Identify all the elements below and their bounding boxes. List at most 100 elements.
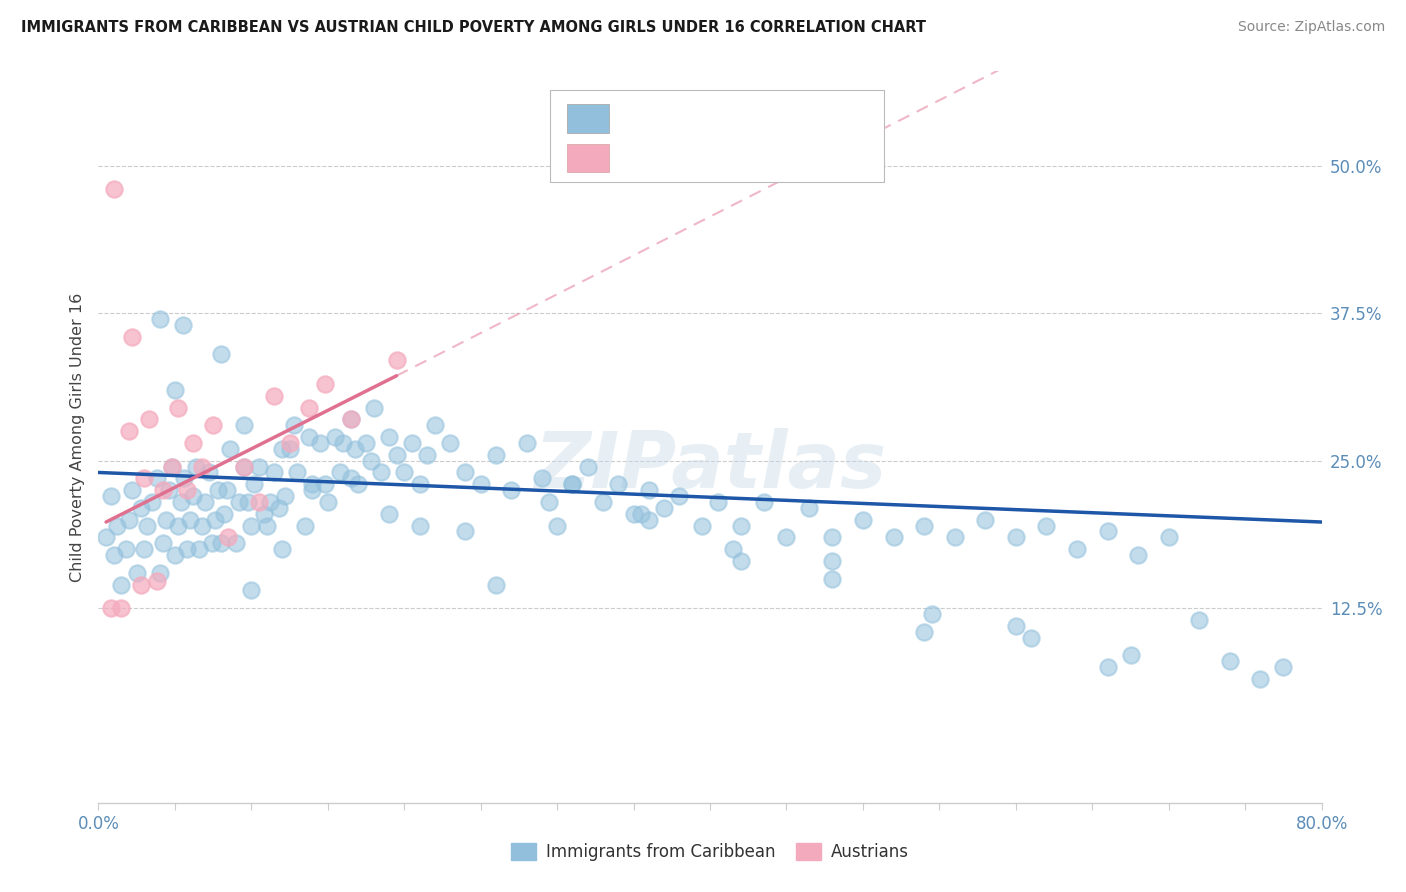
Legend: Immigrants from Caribbean, Austrians: Immigrants from Caribbean, Austrians [505,836,915,868]
Point [217,530,239,544]
Point [301,483,323,498]
Point [298,430,321,444]
Point [392,466,416,480]
Point [1128,548,1150,562]
Point [347,477,370,491]
Point [370,466,392,480]
Point [485,577,508,591]
Point [176,542,198,557]
Point [194,495,217,509]
Point [285,466,308,480]
Text: 0.179: 0.179 [664,148,717,168]
Point [274,489,297,503]
Point [401,436,423,450]
Point [385,448,408,462]
Point [1097,524,1119,539]
Point [354,436,377,450]
Point [1035,518,1057,533]
Point [160,459,183,474]
Point [219,442,242,456]
Point [100,601,122,615]
Point [339,412,361,426]
Text: N =: N = [733,109,775,128]
Point [799,500,821,515]
Text: ZIPatlas: ZIPatlas [534,428,886,504]
Point [252,507,274,521]
Point [360,453,382,467]
Point [134,471,156,485]
Point [157,483,180,498]
Point [775,530,797,544]
Point [921,607,943,621]
Point [243,477,266,491]
Point [298,401,321,415]
Point [516,436,538,450]
Point [270,442,292,456]
Point [294,518,316,533]
Point [118,513,141,527]
Point [136,518,159,533]
Point [163,383,186,397]
Point [267,500,290,515]
Point [283,418,305,433]
Point [752,495,775,509]
Point [485,448,508,462]
Point [172,318,194,332]
Point [197,466,219,480]
Point [1272,660,1295,674]
Point [378,507,401,521]
Point [637,513,661,527]
Text: N =: N = [733,148,775,168]
Point [167,401,190,415]
Point [256,518,278,533]
Point [883,530,905,544]
Point [263,389,285,403]
Point [730,518,752,533]
Point [259,495,281,509]
Text: 25: 25 [775,148,799,168]
Point [247,495,270,509]
Point [186,459,208,474]
Point [329,466,352,480]
Point [173,471,195,485]
Point [623,507,645,521]
Point [278,436,301,450]
Point [247,459,270,474]
Point [155,513,177,527]
Point [240,518,263,533]
Point [1219,654,1241,668]
Point [209,536,232,550]
Y-axis label: Child Poverty Among Girls Under 16: Child Poverty Among Girls Under 16 [69,293,84,582]
Point [378,430,401,444]
Point [454,524,477,539]
Point [204,513,226,527]
Point [344,442,367,456]
Point [721,542,744,557]
Point [121,483,143,498]
Point [912,518,935,533]
Point [100,489,122,503]
Point [225,536,247,550]
Point [561,477,583,491]
Point [1249,672,1271,686]
Point [152,483,174,498]
Text: R =: R = [617,148,658,168]
Point [363,401,385,415]
Point [215,483,238,498]
Point [263,466,285,480]
Point [138,412,160,426]
Point [821,554,844,568]
Point [692,518,714,533]
Point [125,566,148,580]
Point [278,442,301,456]
Point [423,418,446,433]
Point [501,483,523,498]
Text: IMMIGRANTS FROM CARIBBEAN VS AUSTRIAN CHILD POVERTY AMONG GIRLS UNDER 16 CORRELA: IMMIGRANTS FROM CARIBBEAN VS AUSTRIAN CH… [21,20,927,35]
Point [1188,613,1211,627]
Point [630,507,652,521]
Point [316,495,339,509]
Point [974,513,997,527]
Point [706,495,728,509]
Point [576,459,599,474]
Point [314,477,336,491]
